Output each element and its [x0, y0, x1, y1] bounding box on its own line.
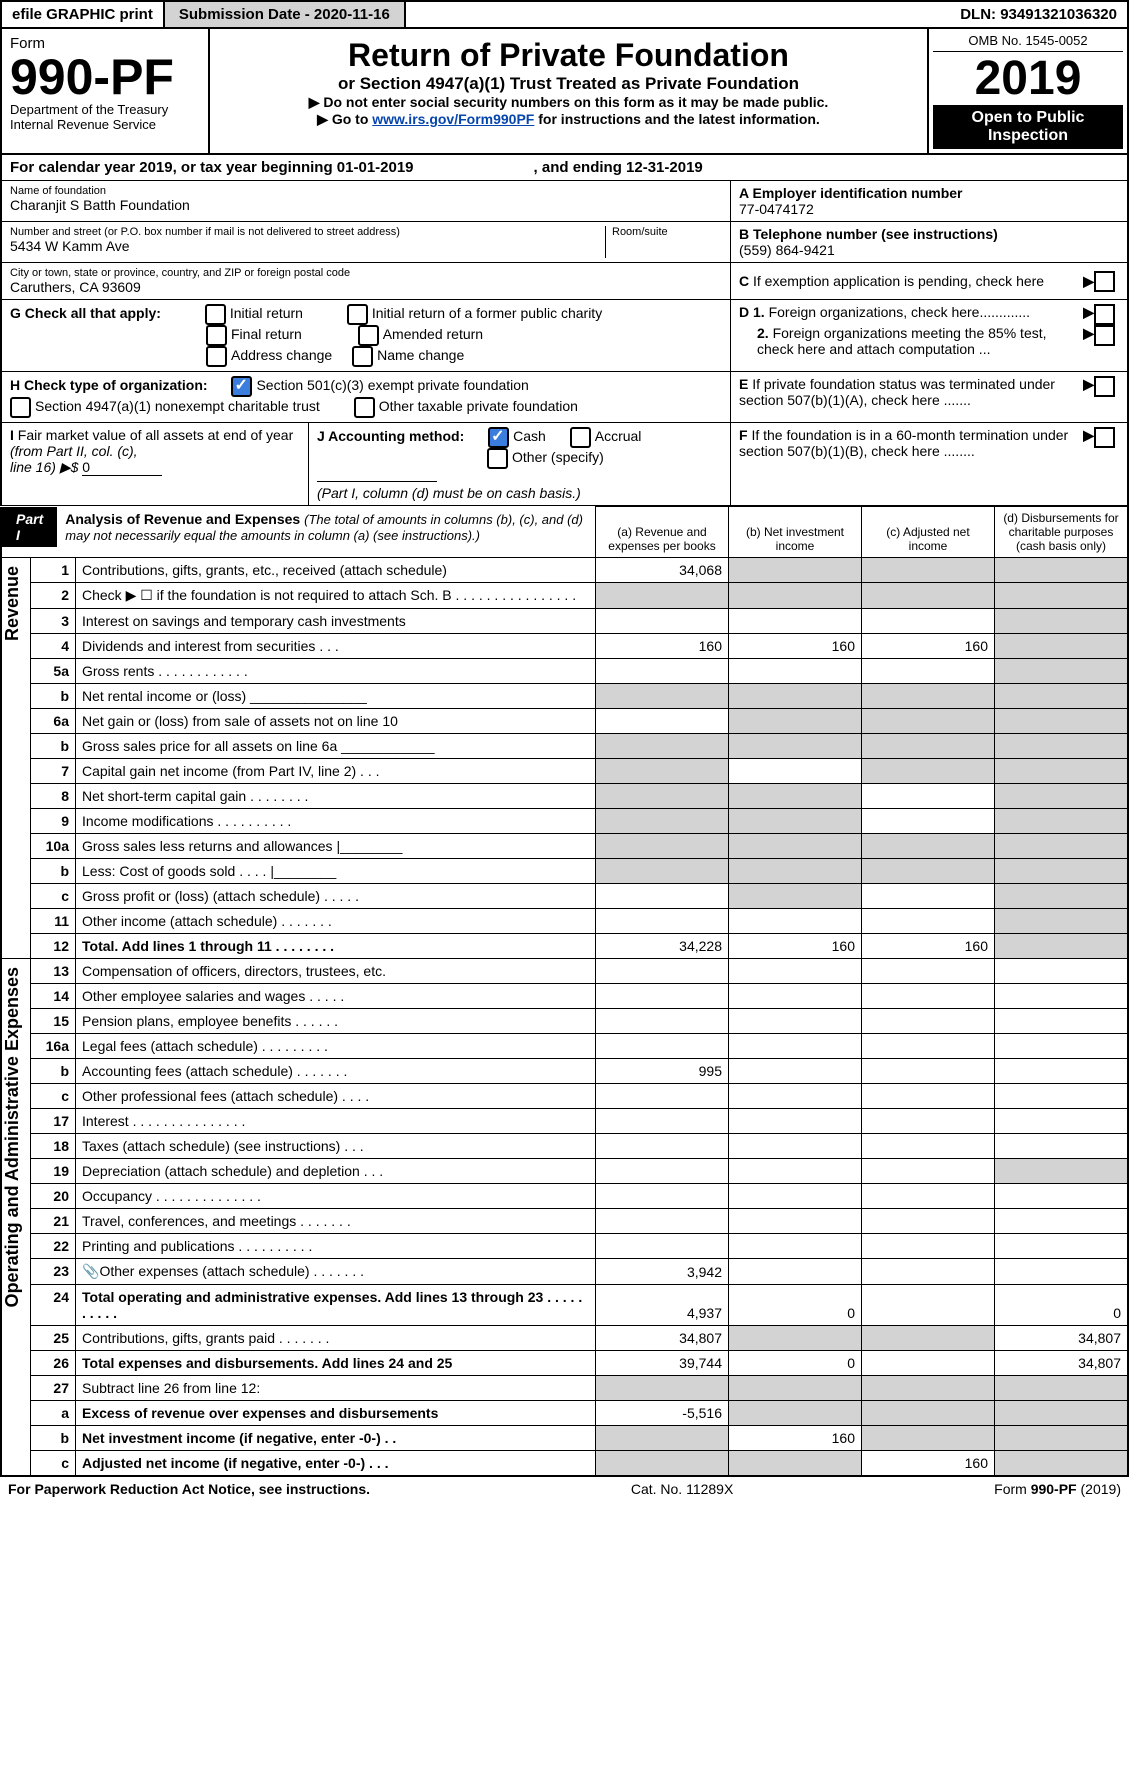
- footer: For Paperwork Reduction Act Notice, see …: [0, 1477, 1129, 1501]
- j-accrual-cb[interactable]: [570, 427, 591, 448]
- g-initial-former-cb[interactable]: [347, 304, 368, 325]
- col-d: (d) Disbursements for charitable purpose…: [995, 507, 1129, 558]
- form-subtitle: or Section 4947(a)(1) Trust Treated as P…: [218, 74, 919, 94]
- ssn-note: ▶ Do not enter social security numbers o…: [218, 94, 919, 111]
- form-title: Return of Private Foundation: [218, 37, 919, 74]
- d1-checkbox[interactable]: [1094, 304, 1115, 325]
- col-b: (b) Net investment income: [729, 507, 862, 558]
- part1-table: Part I Analysis of Revenue and Expenses …: [0, 506, 1129, 1477]
- e-checkbox[interactable]: [1094, 376, 1115, 397]
- h-4947-cb[interactable]: [10, 397, 31, 418]
- foundation-name: Charanjit S Batth Foundation: [10, 197, 722, 213]
- g-amended-cb[interactable]: [358, 325, 379, 346]
- omb-number: OMB No. 1545-0052: [933, 33, 1123, 52]
- g-initial-cb[interactable]: [205, 304, 226, 325]
- irs-link[interactable]: www.irs.gov/Form990PF: [372, 111, 534, 127]
- j-other-cb[interactable]: [487, 448, 508, 469]
- g-label: G Check all that apply:: [10, 305, 161, 321]
- col-c: (c) Adjusted net income: [862, 507, 995, 558]
- public-inspection: Open to Public Inspection: [933, 105, 1123, 149]
- header: Form 990-PF Department of the Treasury I…: [0, 29, 1129, 155]
- goto-note: ▶ Go to www.irs.gov/Form990PF for instru…: [218, 111, 919, 128]
- irs: Internal Revenue Service: [10, 117, 200, 132]
- city-label: City or town, state or province, country…: [10, 267, 722, 279]
- col-a: (a) Revenue and expenses per books: [596, 507, 729, 558]
- addr-value: 5434 W Kamm Ave: [10, 238, 605, 254]
- dln: DLN: 93491321036320: [950, 2, 1127, 27]
- tax-year: 2019: [933, 55, 1123, 103]
- ein-label: A Employer identification number: [739, 185, 1119, 201]
- room-label: Room/suite: [606, 226, 722, 258]
- c-text: If exemption application is pending, che…: [753, 273, 1044, 289]
- part1-tag: Part I: [2, 507, 57, 547]
- j-note: (Part I, column (d) must be on cash basi…: [317, 485, 581, 501]
- g-address-cb[interactable]: [206, 346, 227, 367]
- calendar-year: For calendar year 2019, or tax year begi…: [0, 155, 1129, 181]
- tel-label: B Telephone number (see instructions): [739, 226, 1119, 242]
- form-number: 990-PF: [10, 52, 200, 102]
- h-other-cb[interactable]: [354, 397, 375, 418]
- i-value: 0: [82, 459, 162, 476]
- g-name-cb[interactable]: [352, 346, 373, 367]
- d2-checkbox[interactable]: [1094, 325, 1115, 346]
- efile-btn[interactable]: efile GRAPHIC print: [2, 2, 165, 27]
- h-501c3-cb[interactable]: [231, 376, 252, 397]
- g-final-cb[interactable]: [206, 325, 227, 346]
- ein-value: 77-0474172: [739, 201, 1119, 217]
- name-label: Name of foundation: [10, 185, 722, 197]
- city-value: Caruthers, CA 93609: [10, 279, 722, 295]
- j-cash-cb[interactable]: [488, 427, 509, 448]
- tel-value: (559) 864-9421: [739, 242, 1119, 258]
- h-label: H Check type of organization:: [10, 377, 208, 393]
- submission-date: Submission Date - 2020-11-16: [165, 2, 406, 27]
- f-checkbox[interactable]: [1094, 427, 1115, 448]
- topbar: efile GRAPHIC print Submission Date - 20…: [0, 0, 1129, 29]
- addr-label: Number and street (or P.O. box number if…: [10, 226, 605, 238]
- c-checkbox[interactable]: [1094, 271, 1115, 292]
